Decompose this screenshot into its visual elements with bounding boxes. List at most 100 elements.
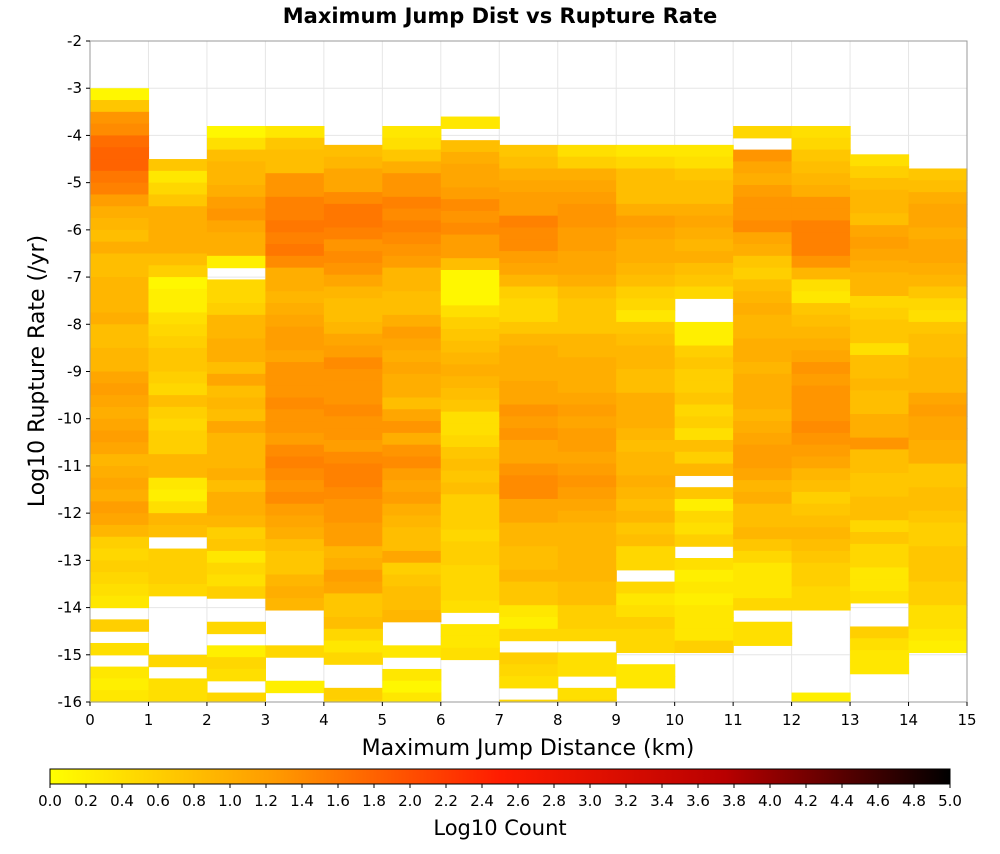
heatmap-cell: [323, 156, 383, 170]
heatmap-cell: [323, 369, 383, 382]
heatmap-cell: [557, 251, 617, 264]
heatmap-cell: [674, 192, 734, 205]
heatmap-cell: [382, 609, 442, 623]
heatmap-cell: [850, 260, 910, 273]
heatmap-cell: [382, 303, 442, 316]
heatmap-cell: [382, 421, 442, 434]
heatmap-cell: [265, 373, 325, 387]
heatmap-cell: [616, 274, 676, 288]
heatmap-cell: [148, 465, 208, 479]
heatmap-cell: [382, 645, 442, 658]
colorbar-tick-label: 0.0: [38, 792, 62, 810]
heatmap-cell: [616, 451, 676, 465]
heatmap-cell: [265, 515, 325, 528]
heatmap-cell: [206, 515, 266, 528]
heatmap-cell: [850, 154, 910, 167]
heatmap-cell: [206, 137, 266, 151]
heatmap-cell: [791, 362, 851, 375]
heatmap-cell: [382, 267, 442, 281]
heatmap-cell: [206, 668, 266, 682]
heatmap-cell: [440, 258, 500, 271]
heatmap-cell: [674, 428, 734, 441]
heatmap-cell: [265, 185, 325, 198]
heatmap-cell: [850, 638, 910, 651]
heatmap-cell: [323, 510, 383, 524]
heatmap-cell: [557, 180, 617, 193]
heatmap-cell: [850, 437, 910, 450]
y-tick-label: -11: [58, 457, 83, 475]
heatmap-cell: [499, 475, 559, 488]
heatmap-cell: [206, 397, 266, 410]
heatmap-cell: [148, 654, 208, 668]
heatmap-cell: [206, 338, 266, 351]
colorbar-tick-label: 4.0: [758, 792, 782, 810]
heatmap-cell: [674, 251, 734, 264]
heatmap-cell: [733, 267, 793, 281]
heatmap-cell: [616, 286, 676, 299]
heatmap-cell: [90, 524, 150, 538]
y-tick-label: -5: [67, 174, 82, 192]
heatmap-cell: [791, 185, 851, 198]
heatmap-cell: [499, 369, 559, 382]
heatmap-cell: [148, 442, 208, 455]
heatmap-cell: [908, 274, 968, 288]
heatmap-cell: [791, 598, 851, 611]
heatmap-cell: [90, 88, 150, 101]
heatmap-cell: [557, 168, 617, 181]
heatmap-cell: [850, 166, 910, 179]
heatmap-cell: [616, 463, 676, 476]
heatmap-cell: [323, 687, 383, 701]
heatmap-cell: [90, 583, 150, 597]
heatmap-cell: [323, 380, 383, 394]
heatmap-cell: [206, 244, 266, 257]
heatmap-cell: [382, 539, 442, 552]
heatmap-cell: [206, 125, 266, 139]
heatmap-cell: [674, 569, 734, 583]
heatmap-cell: [908, 180, 968, 193]
heatmap-cell: [382, 562, 442, 576]
colorbar-tick-label: 3.4: [650, 792, 674, 810]
heatmap-cell: [440, 647, 500, 661]
heatmap-cell: [206, 550, 266, 564]
heatmap-cell: [791, 562, 851, 576]
heatmap-cell: [323, 463, 383, 476]
heatmap-cell: [733, 196, 793, 210]
heatmap-cell: [850, 248, 910, 262]
heatmap-cell: [908, 640, 968, 654]
colorbar-tick-label: 1.2: [254, 792, 278, 810]
heatmap-cell: [616, 593, 676, 606]
heatmap-cell: [674, 203, 734, 217]
heatmap-cell: [148, 347, 208, 361]
heatmap-cell: [733, 491, 793, 505]
heatmap-cell: [674, 156, 734, 170]
heatmap-cell: [148, 395, 208, 408]
heatmap-cell: [148, 182, 208, 196]
heatmap-cell: [499, 262, 559, 276]
heatmap-cell: [382, 480, 442, 493]
heatmap-cell: [382, 503, 442, 517]
heatmap-cell: [908, 227, 968, 240]
heatmap-cell: [616, 605, 676, 618]
heatmap-cell: [382, 125, 442, 139]
heatmap-cell: [90, 536, 150, 550]
heatmap-cell: [557, 652, 617, 665]
heatmap-cell: [440, 317, 500, 330]
heatmap-cell: [148, 241, 208, 255]
heatmap-cell: [674, 239, 734, 252]
heatmap-cell: [733, 397, 793, 410]
heatmap-cell: [557, 451, 617, 465]
x-tick-label: 9: [611, 711, 621, 729]
heatmap-cell: [90, 666, 150, 679]
heatmap-cell: [440, 269, 500, 283]
heatmap-cell: [440, 305, 500, 318]
heatmap-cell: [148, 583, 208, 597]
heatmap-cell: [733, 432, 793, 446]
heatmap-cell: [850, 177, 910, 191]
heatmap-cell: [206, 173, 266, 186]
heatmap-cell: [382, 692, 442, 703]
heatmap-cell: [850, 567, 910, 580]
heatmap-cell: [382, 432, 442, 446]
heatmap-cell: [265, 338, 325, 351]
heatmap-cell: [499, 286, 559, 299]
